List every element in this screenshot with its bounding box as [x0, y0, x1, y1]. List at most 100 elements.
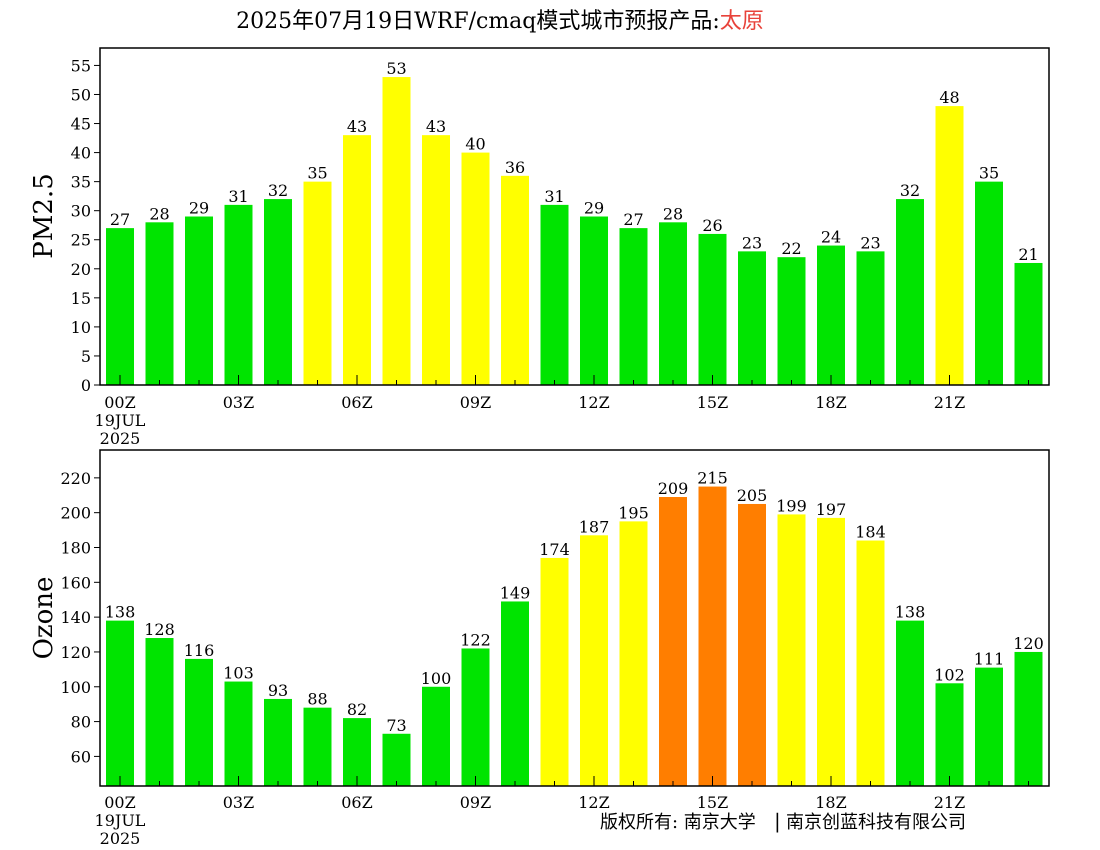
pm25-value-label: 43 — [347, 117, 367, 136]
ozone-value-label: 102 — [934, 665, 965, 684]
pm25-value-label: 24 — [821, 228, 841, 247]
pm25-value-label: 29 — [584, 199, 604, 218]
ozone-value-label: 174 — [539, 540, 570, 559]
ozone-bar — [698, 486, 727, 786]
ozone-value-label: 103 — [223, 664, 254, 683]
pm25-bar — [698, 233, 727, 385]
pm25-x-tick-label: 03Z — [223, 393, 254, 412]
ozone-x-tick-label: 15Z — [697, 793, 728, 812]
pm25-value-label: 35 — [979, 164, 999, 183]
ozone-x-tick-label: 21Z — [934, 793, 965, 812]
pm25-value-label: 27 — [110, 210, 130, 229]
pm25-y-tick-label: 35 — [71, 173, 91, 192]
ozone-y-tick-label: 220 — [60, 469, 91, 488]
pm25-y-tick-label: 50 — [71, 85, 91, 104]
pm25-bar — [777, 257, 806, 385]
ozone-bar — [738, 503, 766, 786]
ozone-value-label: 100 — [421, 669, 452, 688]
ozone-x-tick-label: 09Z — [460, 793, 491, 812]
ozone-bar — [896, 620, 924, 786]
pm25-bar — [975, 181, 1003, 385]
ozone-bar — [106, 620, 134, 786]
pm25-value-label: 43 — [426, 117, 446, 136]
pm25-bar — [185, 216, 213, 385]
pm25-y-tick-label: 20 — [71, 260, 91, 279]
ozone-value-label: 82 — [347, 700, 367, 719]
pm25-date-label: 2025 — [100, 429, 141, 448]
chart-title: 2025年07月19日WRF/cmaq模式城市预报产品:太原 — [236, 9, 764, 34]
ozone-value-label: 116 — [184, 641, 215, 660]
pm25-value-label: 32 — [268, 181, 288, 200]
ozone-bar — [540, 557, 569, 786]
pm25-value-label: 35 — [307, 164, 327, 183]
ozone-bar — [224, 681, 253, 786]
ozone-value-label: 138 — [895, 603, 926, 622]
pm25-value-label: 27 — [623, 210, 643, 229]
pm25-bar — [382, 77, 411, 385]
ozone-date-label: 19JUL — [95, 811, 146, 830]
pm25-value-label: 23 — [860, 233, 880, 252]
ozone-bar — [343, 718, 371, 786]
ozone-bar — [303, 707, 332, 786]
pm25-bar — [501, 175, 529, 385]
ozone-bar — [975, 667, 1003, 786]
pm25-value-label: 40 — [465, 135, 485, 154]
pm25-bar — [817, 245, 845, 385]
pm25-date-label: 19JUL — [95, 411, 146, 430]
pm25-bar — [264, 199, 292, 385]
ozone-bar — [619, 521, 648, 786]
ozone-value-label: 111 — [974, 650, 1005, 669]
pm25-bar — [619, 228, 648, 385]
ozone-y-axis-label: Ozone — [29, 577, 59, 660]
ozone-y-tick-label: 200 — [60, 504, 91, 523]
ozone-bar — [580, 535, 608, 786]
pm25-value-label: 31 — [544, 187, 564, 206]
ozone-bar — [422, 686, 450, 786]
pm25-bar — [343, 135, 371, 385]
ozone-bar — [777, 514, 806, 786]
ozone-value-label: 128 — [144, 620, 175, 639]
pm25-y-tick-label: 5 — [81, 347, 91, 366]
ozone-value-label: 88 — [307, 690, 327, 709]
ozone-bar — [659, 497, 687, 786]
pm25-x-tick-label: 21Z — [934, 393, 965, 412]
ozone-value-label: 184 — [855, 523, 886, 542]
ozone-bar — [817, 517, 845, 786]
ozone-y-tick-label: 100 — [60, 678, 91, 697]
ozone-y-tick-label: 140 — [60, 608, 91, 627]
pm25-y-tick-label: 40 — [71, 144, 91, 163]
ozone-value-label: 205 — [737, 486, 768, 505]
ozone-value-label: 209 — [658, 479, 689, 498]
pm25-bar — [738, 251, 766, 385]
pm25-bar — [106, 228, 134, 385]
pm25-x-tick-label: 06Z — [341, 393, 372, 412]
pm25-value-label: 21 — [1018, 245, 1038, 264]
ozone-frame — [99, 449, 1050, 787]
ozone-value-label: 187 — [579, 517, 610, 536]
pm25-bar — [856, 251, 885, 385]
pm25-bar — [659, 222, 687, 385]
ozone-bar — [461, 648, 490, 786]
pm25-value-label: 26 — [702, 216, 722, 235]
pm25-x-tick-label: 09Z — [460, 393, 491, 412]
pm25-value-label: 28 — [663, 204, 683, 223]
ozone-x-tick-label: 03Z — [223, 793, 254, 812]
pm25-value-label: 36 — [505, 158, 525, 177]
pm25-bar — [540, 204, 569, 385]
pm25-value-label: 29 — [189, 199, 209, 218]
ozone-y-tick-label: 60 — [71, 747, 91, 766]
ozone-value-label: 73 — [386, 716, 406, 735]
ozone-date-label: 2025 — [100, 829, 141, 848]
ozone-y-tick-label: 80 — [71, 713, 91, 732]
pm25-bar — [461, 152, 490, 385]
pm25-y-tick-label: 30 — [71, 202, 91, 221]
ozone-y-tick-label: 160 — [60, 573, 91, 592]
ozone-value-label: 122 — [460, 630, 491, 649]
pm25-value-label: 23 — [742, 233, 762, 252]
pm25-value-label: 22 — [781, 239, 801, 258]
pm25-bar — [224, 204, 253, 385]
pm25-x-tick-label: 18Z — [815, 393, 846, 412]
pm25-bar — [935, 106, 964, 385]
pm25-bar — [580, 216, 608, 385]
